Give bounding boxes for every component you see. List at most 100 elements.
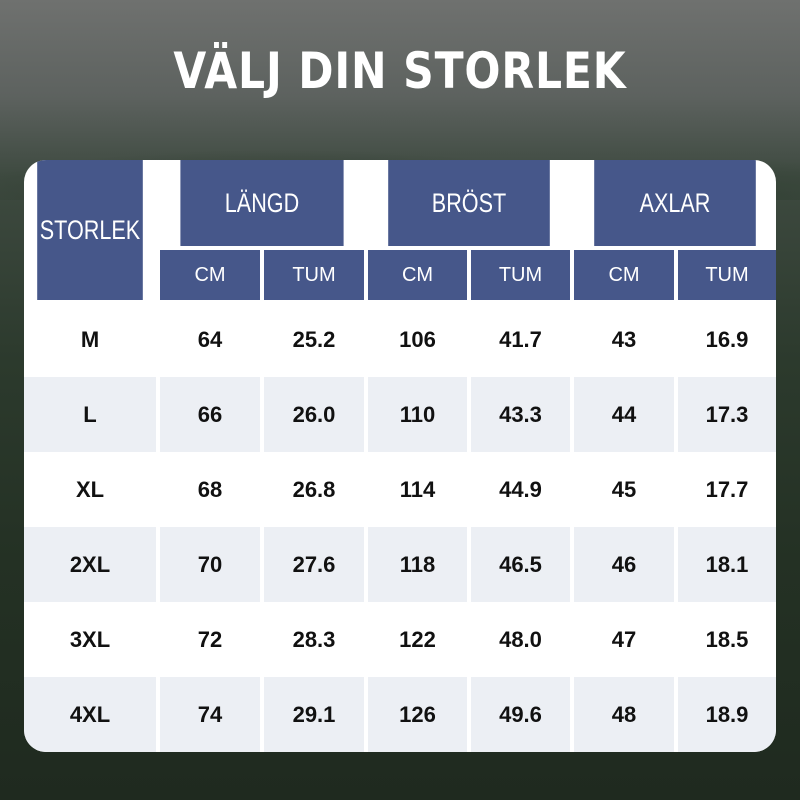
table-cell-text: 46 [611,551,637,577]
page-title: VÄLJ DIN STORLEK [173,42,627,100]
size-label: 3XL [24,602,156,677]
header-group-text: AXLAR [639,187,711,218]
table-cell-text: 64 [197,326,223,352]
size-label-text: 4XL [69,701,111,727]
table-cell-text: 126 [399,701,436,727]
table-cell: 110 [368,377,467,452]
table-cell-text: 47 [611,626,637,652]
header-group: AXLAR [594,160,756,246]
table-cell-text: 106 [399,326,436,352]
table-cell-text: 70 [197,551,223,577]
table-cell: 48.0 [471,602,570,677]
table-cell: 18.5 [678,602,776,677]
table-cell-text: 72 [197,626,223,652]
table-cell-text: 68 [197,476,223,502]
table-cell: 29.1 [264,677,364,752]
header-unit-text: TUM [292,263,336,286]
table-cell-text: 25.2 [292,326,336,352]
header-unit: TUM [264,250,364,300]
table-cell-text: 45 [611,476,637,502]
header-unit-text: CM [608,263,640,286]
size-label: XL [24,452,156,527]
table-cell: 46.5 [471,527,570,602]
table-cell: 45 [574,452,674,527]
header-unit: CM [368,250,467,300]
header-group: BRÖST [388,160,550,246]
table-cell: 17.3 [678,377,776,452]
header-unit: TUM [471,250,570,300]
table-cell-text: 74 [197,701,223,727]
table-cell-text: 41.7 [499,326,542,352]
table-cell: 44 [574,377,674,452]
table-cell-text: 110 [399,401,436,427]
table-cell: 18.9 [678,677,776,752]
table-cell: 46 [574,527,674,602]
header-unit-text: CM [194,263,226,286]
table-cell-text: 27.6 [292,551,336,577]
table-cell-text: 43 [611,326,637,352]
table-cell: 48 [574,677,674,752]
table-cell: 70 [160,527,260,602]
table-cell-text: 44.9 [499,476,542,502]
table-cell: 26.0 [264,377,364,452]
table-cell: 43 [574,302,674,377]
table-cell-text: 17.3 [705,401,749,427]
table-cell: 41.7 [471,302,570,377]
table-cell-text: 118 [399,551,436,577]
size-label: 2XL [24,527,156,602]
table-cell-text: 18.9 [705,701,749,727]
size-label-text: M [80,326,100,352]
header-group-text: LÄNGD [224,187,300,218]
table-cell: 68 [160,452,260,527]
table-cell-text: 26.8 [292,476,336,502]
header-storlek-text: STORLEK [39,214,141,245]
table-cell-text: 43.3 [499,401,542,427]
table-cell: 114 [368,452,467,527]
header-group: LÄNGD [180,160,344,246]
header-storlek: STORLEK [37,160,143,300]
table-cell: 126 [368,677,467,752]
size-label-text: 2XL [69,551,111,577]
table-cell-text: 66 [197,401,223,427]
table-cell: 26.8 [264,452,364,527]
table-cell: 28.3 [264,602,364,677]
size-label-text: L [83,401,97,427]
size-label-text: 3XL [69,626,111,652]
table-cell-text: 28.3 [292,626,336,652]
table-cell: 43.3 [471,377,570,452]
header-unit: TUM [678,250,776,300]
table-cell: 18.1 [678,527,776,602]
header-unit-text: TUM [498,263,543,286]
header-unit-text: CM [401,263,434,286]
header-unit: CM [160,250,260,300]
table-cell-text: 48 [611,701,637,727]
table-cell: 118 [368,527,467,602]
table-cell: 122 [368,602,467,677]
table-cell: 16.9 [678,302,776,377]
table-cell-text: 46.5 [499,551,542,577]
table-cell-text: 48.0 [499,626,542,652]
table-cell-text: 49.6 [499,701,542,727]
table-cell: 44.9 [471,452,570,527]
table-cell-text: 18.1 [705,551,749,577]
table-cell-text: 18.5 [705,626,749,652]
header-unit: CM [574,250,674,300]
table-cell: 66 [160,377,260,452]
table-cell-text: 29.1 [292,701,336,727]
size-table: STORLEK LÄNGD BRÖST AXLAR CM TUM CM TUM CM TUM M 64… [24,160,776,752]
table-cell-text: 122 [399,626,436,652]
table-cell: 64 [160,302,260,377]
table-cell: 17.7 [678,452,776,527]
table-cell-text: 114 [399,476,436,502]
header-group-text: BRÖST [431,187,507,218]
header-unit-text: TUM [705,263,749,286]
table-cell: 49.6 [471,677,570,752]
table-cell: 27.6 [264,527,364,602]
table-cell: 72 [160,602,260,677]
table-cell-text: 44 [611,401,637,427]
size-label: M [24,302,156,377]
table-cell: 25.2 [264,302,364,377]
table-cell-text: 16.9 [705,326,749,352]
size-label: L [24,377,156,452]
table-cell: 74 [160,677,260,752]
